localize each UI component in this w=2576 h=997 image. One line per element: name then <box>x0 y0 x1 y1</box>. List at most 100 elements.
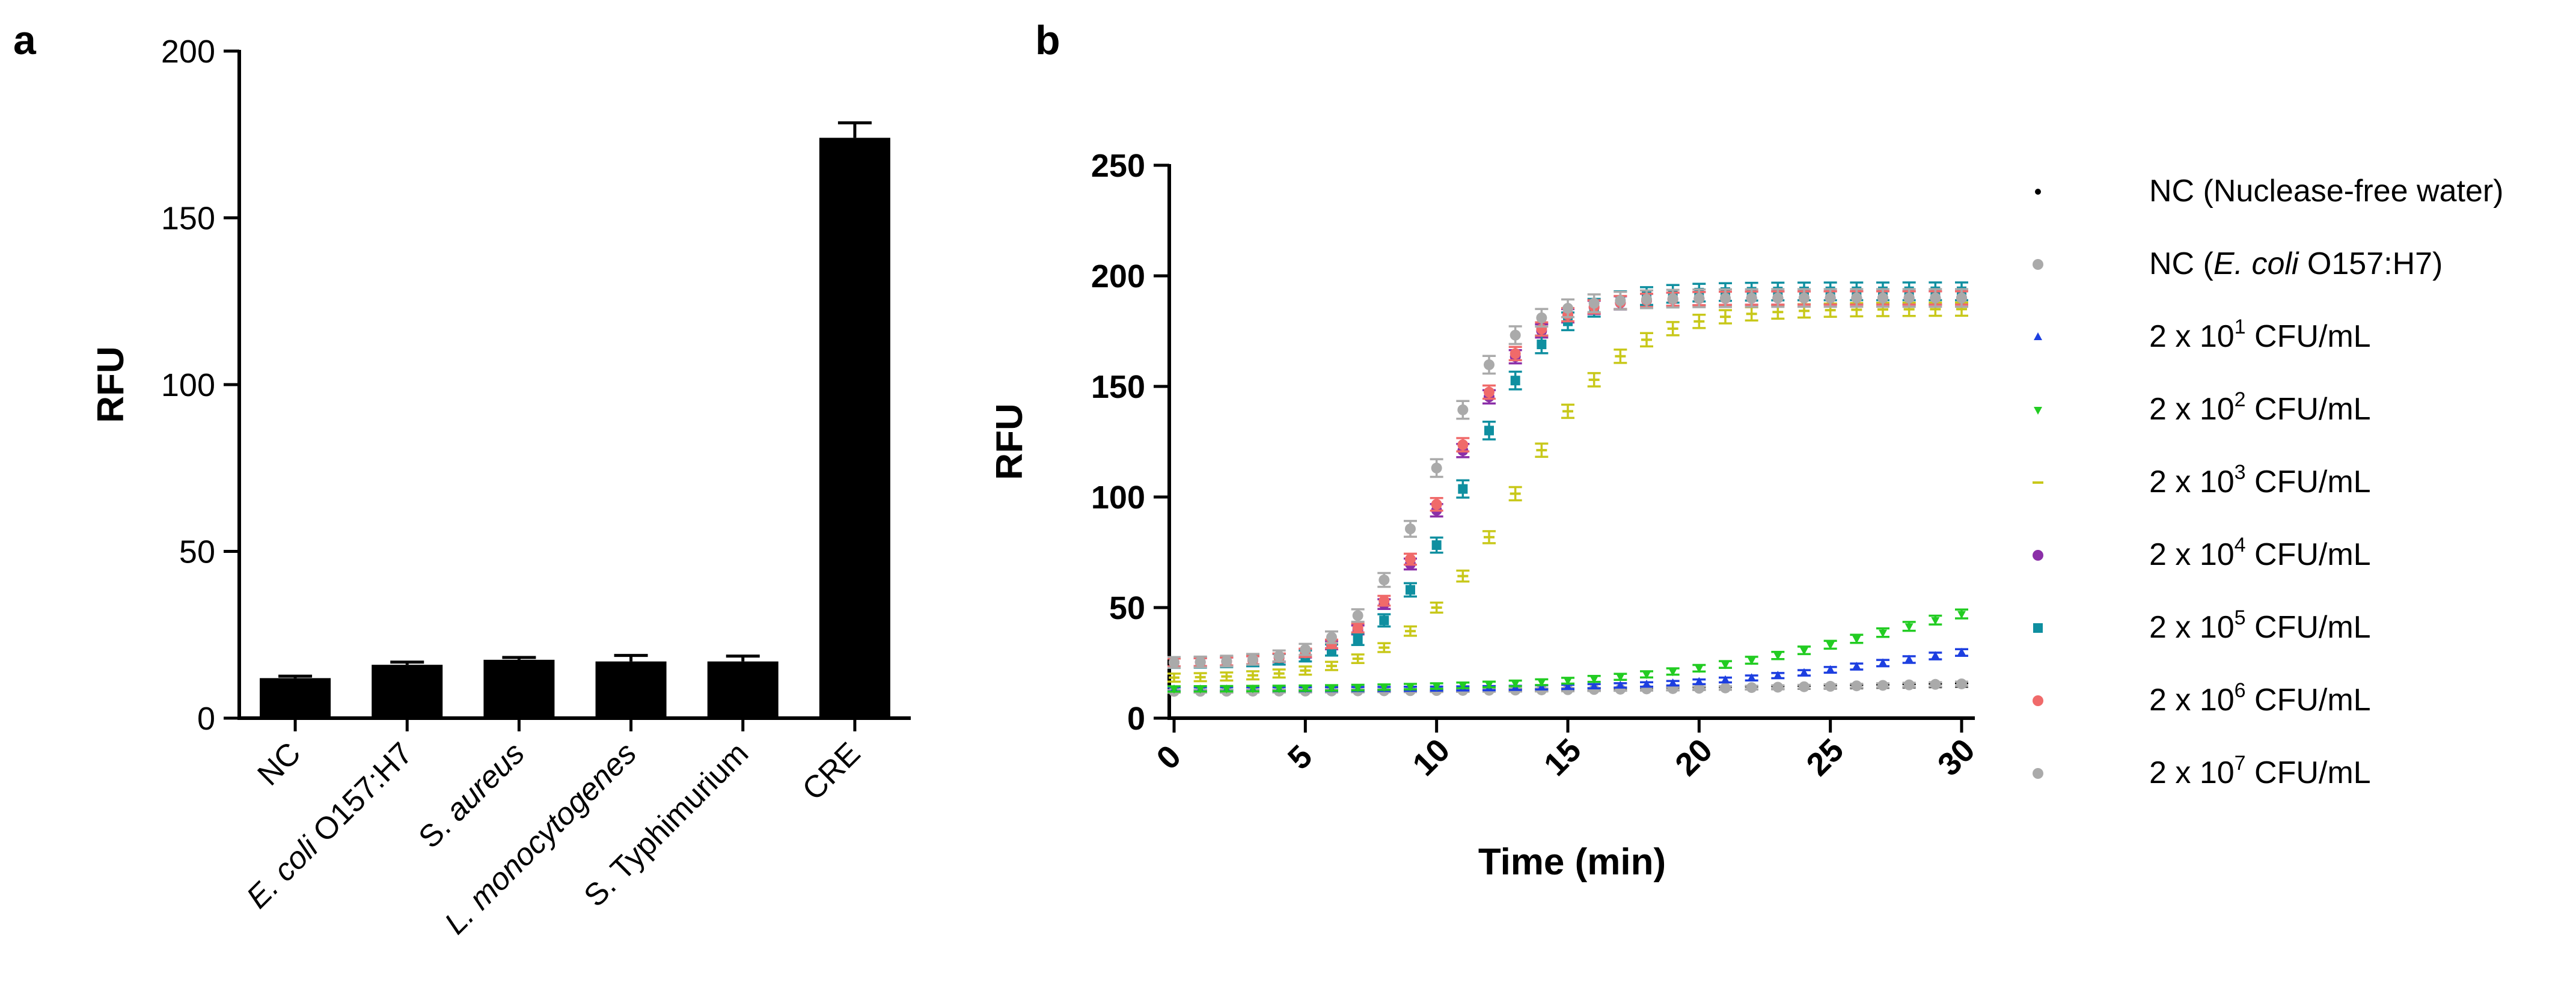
category-label: S. aureus <box>412 736 531 855</box>
legend-entry: 2 x 104 CFU/mL <box>2149 534 2371 572</box>
data-point <box>1247 674 1258 677</box>
y-tick-label: 100 <box>161 367 215 403</box>
series-6 <box>1167 290 1968 668</box>
data-point <box>1957 647 1966 656</box>
category-label: CRE <box>796 736 867 807</box>
data-point <box>1537 679 1546 688</box>
legend-entry: 2 x 105 CFU/mL <box>2149 606 2371 645</box>
data-point <box>1405 523 1416 535</box>
data-point <box>1510 348 1521 359</box>
data-point <box>1668 678 1677 686</box>
series-7 <box>1167 281 1968 669</box>
category-label: L. monocytogenes <box>438 736 643 941</box>
data-point <box>1221 675 1232 678</box>
legend-entry: NC (E. coli O157:H7) <box>2149 246 2443 281</box>
data-point <box>1222 686 1231 694</box>
data-point <box>1457 575 1469 578</box>
data-point <box>1378 595 1390 606</box>
series-9 <box>1167 288 1968 669</box>
data-point <box>1852 635 1861 644</box>
data-point <box>1564 677 1572 686</box>
data-point <box>1641 294 1652 305</box>
legend-entry: 2 x 102 CFU/mL <box>2149 388 2371 427</box>
y-tick-label: 150 <box>161 201 215 237</box>
bar-6 <box>819 138 890 719</box>
data-point <box>1904 623 1914 632</box>
x-axis-title: Time (min) <box>1478 841 1666 883</box>
data-point <box>1589 675 1599 684</box>
data-point <box>1826 641 1835 650</box>
data-point <box>1537 340 1547 350</box>
y-tick-label: 0 <box>1127 701 1145 737</box>
x-tick-label: 25 <box>1799 732 1850 783</box>
data-point <box>1353 684 1362 693</box>
x-tick-label: 5 <box>1281 738 1320 776</box>
data-point <box>1301 685 1310 694</box>
y-tick-label: 200 <box>161 34 215 70</box>
data-point <box>1800 668 1808 676</box>
x-tick-label: 30 <box>1931 732 1982 783</box>
data-point <box>1511 680 1520 689</box>
legend-entry: NC (Nuclease-free water) <box>2149 174 2504 209</box>
data-point <box>1851 680 1862 692</box>
data-point <box>1903 679 1915 691</box>
legend-entry: 2 x 106 CFU/mL <box>2149 679 2371 718</box>
data-point <box>1616 674 1625 682</box>
data-point <box>1588 297 1600 309</box>
data-point <box>1799 681 1810 692</box>
data-point <box>1431 540 1442 550</box>
data-point <box>1616 680 1625 689</box>
data-point <box>1693 293 1705 304</box>
data-point <box>1720 293 1731 304</box>
data-point <box>1693 320 1705 323</box>
legend-entry: 2 x 107 CFU/mL <box>2149 752 2371 790</box>
data-point <box>1326 665 1337 668</box>
data-point <box>1300 669 1311 672</box>
data-point <box>1484 386 1495 398</box>
data-point <box>1326 632 1337 643</box>
y-tick-label: 100 <box>1091 480 1145 516</box>
bar-4 <box>595 661 667 718</box>
data-point <box>1406 585 1415 595</box>
data-point <box>1720 682 1731 694</box>
data-point <box>1773 652 1782 660</box>
legend: NC (Nuclease-free water) NC (E. coli O157… <box>2033 174 2504 790</box>
y-tick-label: 50 <box>1109 590 1145 626</box>
data-point <box>1247 654 1258 665</box>
data-point <box>1642 671 1651 680</box>
data-point <box>1642 679 1651 688</box>
data-point <box>1720 316 1731 319</box>
data-point <box>1667 327 1678 330</box>
series-5 <box>1167 301 1968 683</box>
data-point <box>1799 292 1810 303</box>
data-point <box>1300 644 1311 655</box>
data-point <box>1930 678 1941 690</box>
panel-label-a: a <box>13 17 37 63</box>
data-point <box>1457 404 1469 415</box>
data-point <box>1249 685 1257 694</box>
bar-2 <box>372 665 443 718</box>
data-point <box>1825 292 1836 303</box>
data-point <box>1379 615 1389 626</box>
data-point <box>1380 684 1389 692</box>
data-point <box>1746 292 1757 303</box>
data-point <box>1877 308 1888 311</box>
y-tick-label: 0 <box>197 701 215 737</box>
data-point <box>1352 610 1363 621</box>
data-point <box>1485 681 1493 689</box>
y-tick-label: 150 <box>1091 369 1145 405</box>
data-point <box>1432 683 1441 691</box>
data-point <box>1378 646 1390 649</box>
data-point <box>1195 675 1206 678</box>
data-point <box>1589 681 1599 689</box>
data-point <box>1510 492 1521 495</box>
data-point <box>1825 681 1836 692</box>
bar-5 <box>707 661 779 718</box>
data-point <box>1169 657 1179 668</box>
series-4 <box>1167 608 1968 694</box>
bar-1 <box>260 678 331 718</box>
data-point <box>1615 355 1626 358</box>
data-point <box>1695 665 1704 673</box>
data-point <box>1956 292 1967 303</box>
data-point <box>1405 630 1416 633</box>
